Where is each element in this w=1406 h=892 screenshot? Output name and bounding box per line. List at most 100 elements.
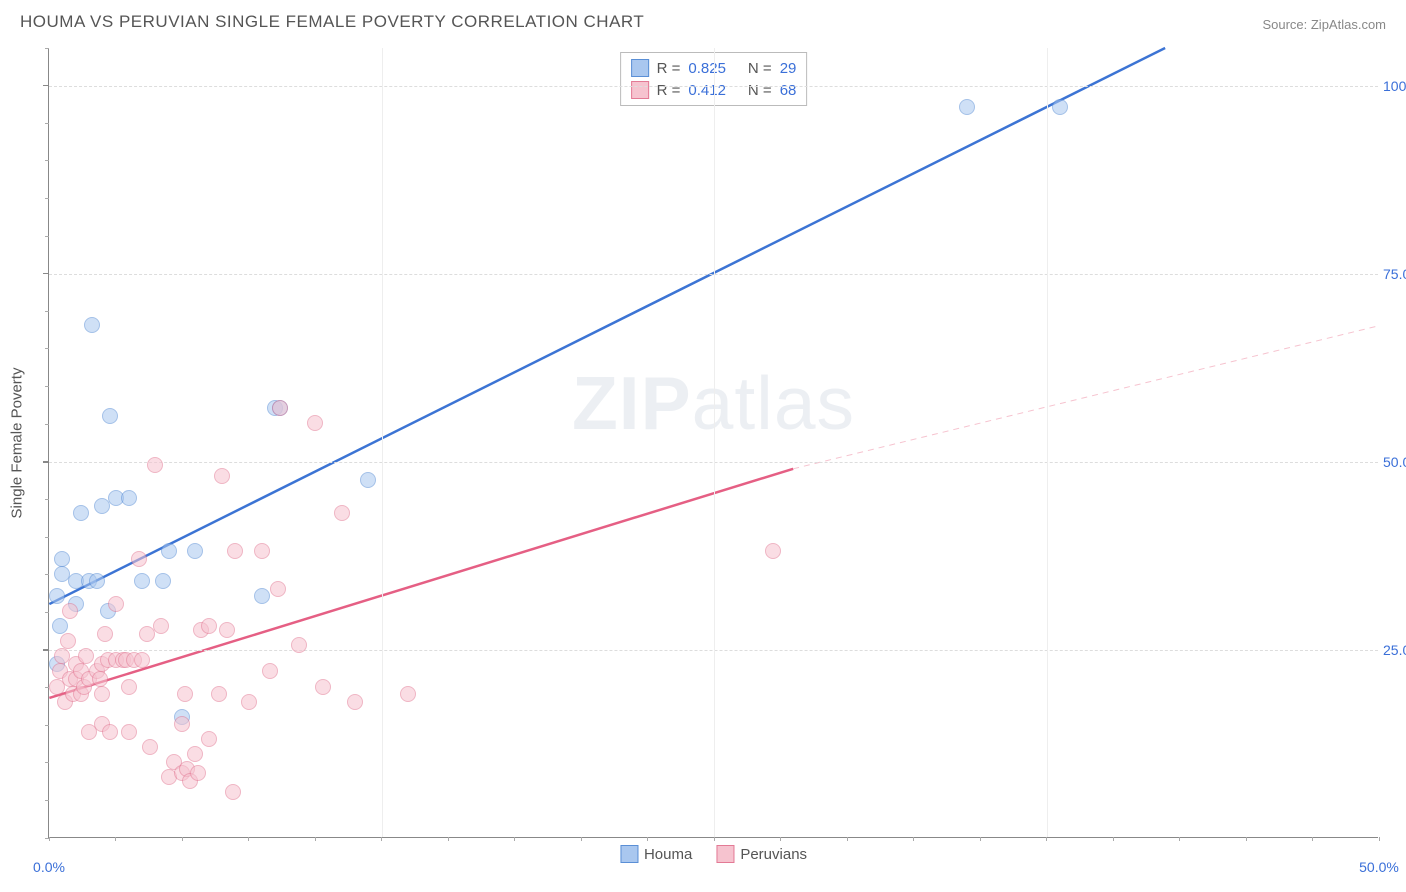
data-point — [187, 543, 203, 559]
data-point — [60, 633, 76, 649]
y-minor-tick — [45, 48, 49, 49]
x-minor-tick — [714, 837, 715, 841]
y-tick-mark — [43, 273, 49, 275]
data-point — [92, 671, 108, 687]
y-minor-tick — [45, 725, 49, 726]
x-minor-tick — [1046, 837, 1047, 841]
data-point — [211, 686, 227, 702]
data-point — [262, 663, 278, 679]
legend-label: Peruvians — [740, 846, 807, 863]
stat-r-label: R = — [657, 82, 681, 99]
bottom-legend-item: Houma — [620, 845, 692, 863]
y-tick-mark — [43, 461, 49, 463]
data-point — [134, 573, 150, 589]
x-minor-tick — [980, 837, 981, 841]
y-tick-mark — [43, 85, 49, 87]
data-point — [400, 686, 416, 702]
data-point — [73, 505, 89, 521]
x-minor-tick — [448, 837, 449, 841]
legend-swatch — [620, 845, 638, 863]
data-point — [102, 724, 118, 740]
legend-label: Houma — [644, 846, 692, 863]
data-point — [62, 603, 78, 619]
y-tick-label: 100.0% — [1383, 78, 1406, 94]
data-point — [201, 618, 217, 634]
data-point — [334, 505, 350, 521]
data-point — [108, 596, 124, 612]
legend-swatch — [716, 845, 734, 863]
data-point — [121, 490, 137, 506]
data-point — [131, 551, 147, 567]
x-minor-tick — [581, 837, 582, 841]
data-point — [254, 588, 270, 604]
x-minor-tick — [381, 837, 382, 841]
x-minor-tick — [913, 837, 914, 841]
data-point — [959, 99, 975, 115]
data-point — [147, 457, 163, 473]
data-point — [214, 468, 230, 484]
x-minor-tick — [182, 837, 183, 841]
data-point — [360, 472, 376, 488]
chart-plot-area: Single Female Poverty ZIPatlas R =0.825N… — [48, 48, 1378, 838]
stat-n-label: N = — [748, 82, 772, 99]
stat-r-value: 0.412 — [688, 82, 726, 99]
data-point — [241, 694, 257, 710]
data-point — [84, 317, 100, 333]
data-point — [315, 679, 331, 695]
y-minor-tick — [45, 348, 49, 349]
stat-n-value: 29 — [780, 60, 797, 77]
data-point — [227, 543, 243, 559]
data-point — [272, 400, 288, 416]
vgridline — [1047, 48, 1048, 837]
x-minor-tick — [1246, 837, 1247, 841]
data-point — [190, 765, 206, 781]
y-minor-tick — [45, 198, 49, 199]
trend-line-extrapolated — [793, 326, 1377, 469]
y-minor-tick — [45, 537, 49, 538]
x-minor-tick — [1113, 837, 1114, 841]
data-point — [142, 739, 158, 755]
data-point — [219, 622, 235, 638]
y-tick-label: 25.0% — [1383, 642, 1406, 658]
x-minor-tick — [1312, 837, 1313, 841]
data-point — [201, 731, 217, 747]
data-point — [225, 784, 241, 800]
data-point — [307, 415, 323, 431]
legend-swatch — [631, 81, 649, 99]
y-minor-tick — [45, 762, 49, 763]
stat-n-label: N = — [748, 60, 772, 77]
x-tick-label: 50.0% — [1359, 859, 1399, 875]
data-point — [78, 648, 94, 664]
data-point — [52, 618, 68, 634]
data-point — [155, 573, 171, 589]
y-minor-tick — [45, 160, 49, 161]
bottom-legend: Houma Peruvians — [620, 845, 807, 863]
y-minor-tick — [45, 123, 49, 124]
y-minor-tick — [45, 386, 49, 387]
data-point — [291, 637, 307, 653]
y-tick-mark — [43, 649, 49, 651]
data-point — [89, 573, 105, 589]
x-minor-tick — [115, 837, 116, 841]
data-point — [1052, 99, 1068, 115]
y-minor-tick — [45, 236, 49, 237]
data-point — [177, 686, 193, 702]
x-minor-tick — [248, 837, 249, 841]
y-minor-tick — [45, 800, 49, 801]
data-point — [121, 724, 137, 740]
data-point — [94, 686, 110, 702]
y-tick-label: 50.0% — [1383, 454, 1406, 470]
stat-r-value: 0.825 — [688, 60, 726, 77]
stat-n-value: 68 — [780, 82, 797, 99]
vgridline — [714, 48, 715, 837]
chart-title: HOUMA VS PERUVIAN SINGLE FEMALE POVERTY … — [20, 12, 644, 32]
stat-r-label: R = — [657, 60, 681, 77]
data-point — [765, 543, 781, 559]
legend-swatch — [631, 59, 649, 77]
data-point — [347, 694, 363, 710]
x-minor-tick — [1179, 837, 1180, 841]
x-tick-label: 0.0% — [33, 859, 65, 875]
data-point — [134, 652, 150, 668]
x-minor-tick — [315, 837, 316, 841]
data-point — [49, 588, 65, 604]
